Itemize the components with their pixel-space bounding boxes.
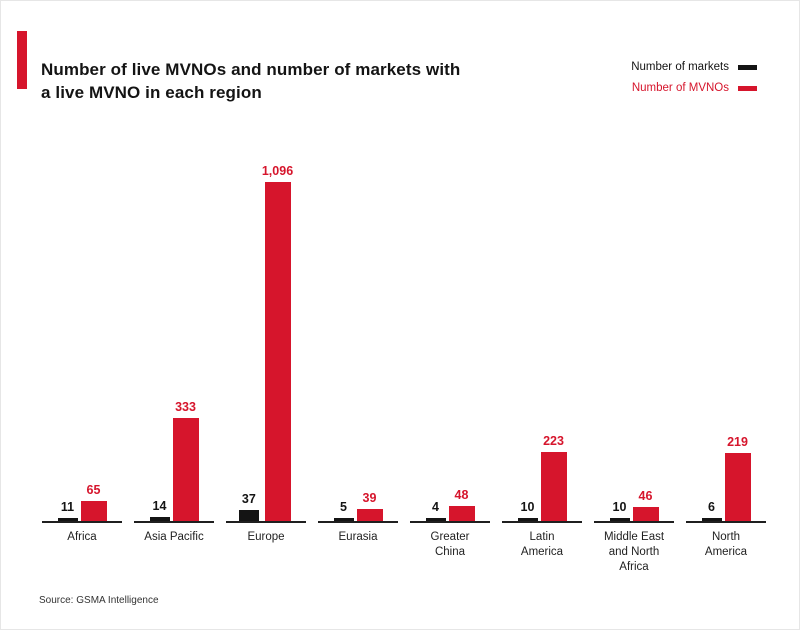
markets-value-label: 10: [612, 500, 627, 514]
mvnos-value-label: 1,096: [261, 164, 294, 178]
bar-pair: 5 39: [318, 156, 398, 523]
mvnos-bar-column: 223: [540, 434, 567, 521]
category-label: Middle East and North Africa: [603, 531, 665, 573]
markets-value-label: 6: [708, 500, 715, 514]
markets-value-label: 37: [241, 492, 256, 506]
mvnos-bar-column: 39: [356, 491, 383, 521]
legend-swatch-mvnos: [738, 85, 757, 91]
bar-chart: 11 65 Africa 14 333 Asia Pacific 37 1,096 Europe…: [37, 156, 771, 575]
legend-swatch-markets: [738, 64, 757, 70]
source-note: Source: GSMA Intelligence: [39, 595, 159, 606]
legend-item-mvnos: Number of MVNOs: [631, 82, 757, 94]
mvnos-bar-column: 46: [632, 489, 659, 521]
category-label: North America: [704, 531, 748, 558]
mvnos-bar-column: 219: [724, 435, 751, 521]
mvnos-bar: [172, 418, 199, 521]
mvnos-bar: [724, 453, 751, 521]
markets-bar: [425, 518, 446, 521]
mvnos-bar: [264, 182, 291, 521]
markets-bar-column: 10: [517, 500, 538, 521]
mvnos-value-label: 223: [543, 434, 564, 448]
bar-group: 14 333 Asia Pacific: [129, 156, 219, 575]
bar-pair: 10 223: [502, 156, 582, 523]
category-label: Greater China: [430, 531, 470, 558]
mvnos-bar-column: 48: [448, 488, 475, 521]
markets-bar-column: 4: [425, 500, 446, 521]
mvnos-bar: [80, 501, 107, 521]
accent-bar: [17, 31, 27, 89]
markets-bar-column: 11: [57, 500, 78, 521]
category-label: Asia Pacific: [144, 531, 204, 543]
bar-group: 37 1,096 Europe: [221, 156, 311, 575]
bar-group: 10 46 Middle East and North Africa: [589, 156, 679, 575]
markets-bar-column: 5: [333, 500, 354, 521]
category-label: Europe: [247, 531, 285, 543]
mvnos-value-label: 65: [86, 483, 101, 497]
bar-pair: 11 65: [42, 156, 122, 523]
category-label: Africa: [67, 531, 97, 543]
legend-item-markets: Number of markets: [631, 61, 757, 73]
markets-bar: [333, 518, 354, 521]
mvnos-value-label: 48: [454, 488, 469, 502]
markets-value-label: 10: [520, 500, 535, 514]
mvnos-bar: [356, 509, 383, 521]
mvnos-bar-column: 333: [172, 400, 199, 521]
markets-bar: [517, 518, 538, 521]
mvnos-bar-column: 1,096: [262, 164, 293, 521]
mvnos-value-label: 219: [727, 435, 748, 449]
markets-bar: [609, 518, 630, 521]
markets-bar-column: 37: [238, 492, 259, 521]
markets-value-label: 14: [152, 499, 167, 513]
markets-value-label: 5: [340, 500, 347, 514]
markets-bar: [57, 518, 78, 521]
chart-title-line2: a live MVNO in each region: [41, 82, 262, 102]
markets-bar-column: 10: [609, 500, 630, 521]
legend-label-markets: Number of markets: [631, 61, 729, 73]
mvnos-bar: [540, 452, 567, 521]
mvnos-bar-column: 65: [80, 483, 107, 521]
markets-bar-column: 6: [701, 500, 722, 521]
bar-pair: 4 48: [410, 156, 490, 523]
mvnos-value-label: 46: [638, 489, 653, 503]
markets-value-label: 4: [432, 500, 439, 514]
markets-value-label: 11: [60, 500, 75, 514]
legend-label-mvnos: Number of MVNOs: [631, 82, 729, 94]
bar-group: 4 48 Greater China: [405, 156, 495, 575]
mvnos-bar: [632, 507, 659, 521]
markets-bar-column: 14: [149, 499, 170, 521]
bar-group: 5 39 Eurasia: [313, 156, 403, 575]
category-label: Latin America: [520, 531, 564, 558]
mvnos-value-label: 39: [362, 491, 377, 505]
markets-bar: [701, 518, 722, 521]
bar-group: 6 219 North America: [681, 156, 771, 575]
mvnos-bar: [448, 506, 475, 521]
bar-group: 11 65 Africa: [37, 156, 127, 575]
bar-group: 10 223 Latin America: [497, 156, 587, 575]
legend: Number of markets Number of MVNOs: [631, 61, 757, 94]
chart-title: Number of live MVNOs and number of marke…: [41, 59, 460, 105]
mvnos-value-label: 333: [175, 400, 196, 414]
category-label: Eurasia: [338, 531, 378, 543]
markets-bar: [238, 510, 259, 521]
chart-title-line1: Number of live MVNOs and number of marke…: [41, 60, 461, 79]
markets-bar: [149, 517, 170, 521]
bar-pair: 6 219: [686, 156, 766, 523]
bar-pair: 37 1,096: [226, 156, 306, 523]
bar-pair: 14 333: [134, 156, 214, 523]
bar-pair: 10 46: [594, 156, 674, 523]
